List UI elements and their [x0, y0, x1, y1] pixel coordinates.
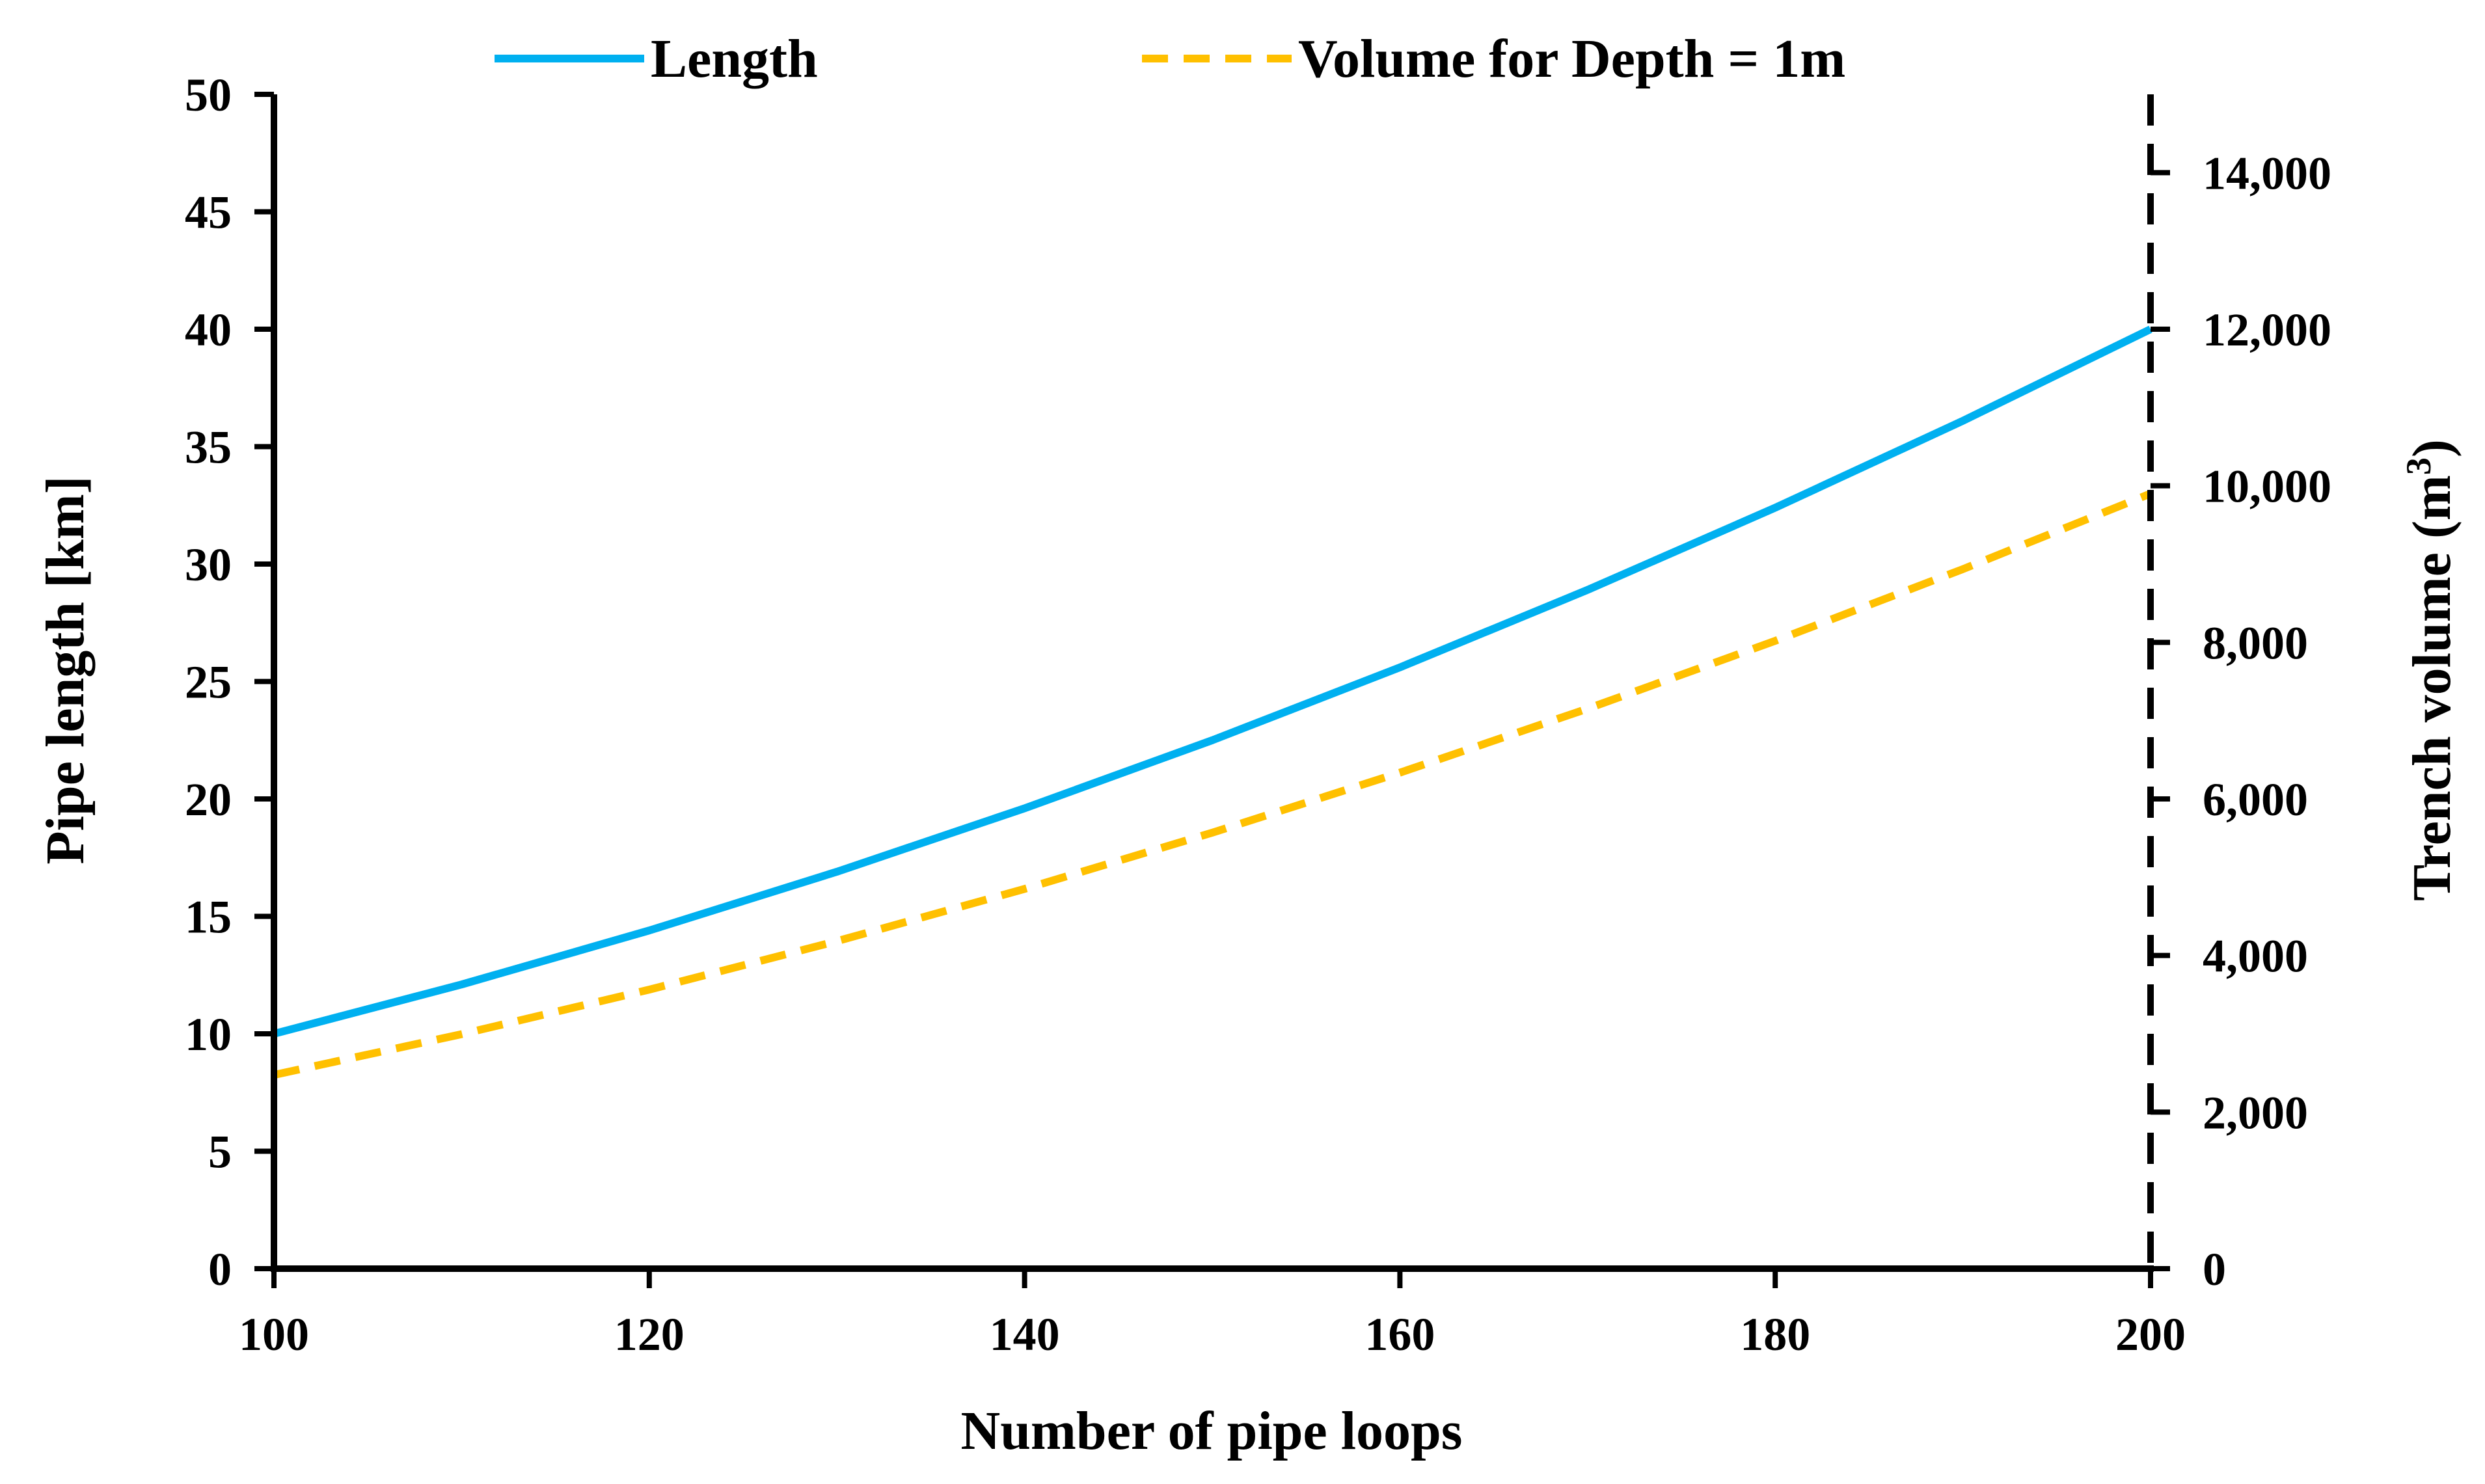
y2-axis-title-suffix: ): [2402, 439, 2462, 457]
series-line-volume: [273, 490, 2152, 1079]
axes-layer: [271, 94, 2154, 1272]
plot-area: 0 5 10 15 20 25 30 35 40 45 50 100 120 140 160 180 200 0 2…: [185, 69, 2331, 1360]
series-line-length: [273, 325, 2152, 1038]
y-tick-label: 10: [185, 1008, 232, 1060]
y2-tick-label: 0: [2203, 1243, 2226, 1295]
x-tick-label: 180: [1740, 1308, 1810, 1360]
series-layer: [273, 325, 2152, 1079]
x-tick-label: 200: [2115, 1308, 2186, 1360]
y-tick-label: 15: [185, 891, 232, 943]
y2-tick-label: 12,000: [2203, 304, 2331, 356]
y-tick-label: 20: [185, 774, 232, 826]
y-tick-label: 45: [185, 187, 232, 239]
x-tick-label: 120: [614, 1308, 685, 1360]
x-tick-label: 100: [239, 1308, 309, 1360]
y2-tick-label: 6,000: [2203, 774, 2308, 826]
ticks-layer: 0 5 10 15 20 25 30 35 40 45 50 100 120 140 160 180 200 0 2…: [185, 69, 2331, 1360]
y-axis-title: Pipe length [km]: [35, 476, 96, 864]
y-tick-label: 5: [208, 1126, 232, 1178]
y2-axis-title: Trench volume (m3): [2399, 439, 2462, 901]
y-tick-label: 35: [185, 422, 232, 474]
y-tick-label: 0: [208, 1243, 232, 1295]
y-tick-label: 25: [185, 656, 232, 708]
legend-label-volume: Volume for Depth = 1m: [1298, 29, 1845, 89]
y2-tick-label: 10,000: [2203, 461, 2331, 513]
y2-axis-title-superscript: 3: [2399, 457, 2438, 475]
x-tick-label: 160: [1365, 1308, 1435, 1360]
y-tick-label: 50: [185, 69, 232, 121]
legend: Length Volume for Depth = 1m: [495, 29, 1845, 89]
y2-tick-label: 8,000: [2203, 617, 2308, 669]
y2-tick-label: 14,000: [2203, 147, 2331, 199]
x-axis-title: Number of pipe loops: [961, 1401, 1463, 1461]
y2-tick-label: 2,000: [2203, 1086, 2308, 1139]
y-tick-label: 30: [185, 539, 232, 591]
legend-label-length: Length: [651, 29, 818, 89]
y2-tick-label: 4,000: [2203, 930, 2308, 982]
y2-axis-title-main: Trench volume (m: [2402, 475, 2462, 901]
y-tick-label: 40: [185, 304, 232, 356]
x-tick-label: 140: [990, 1308, 1060, 1360]
